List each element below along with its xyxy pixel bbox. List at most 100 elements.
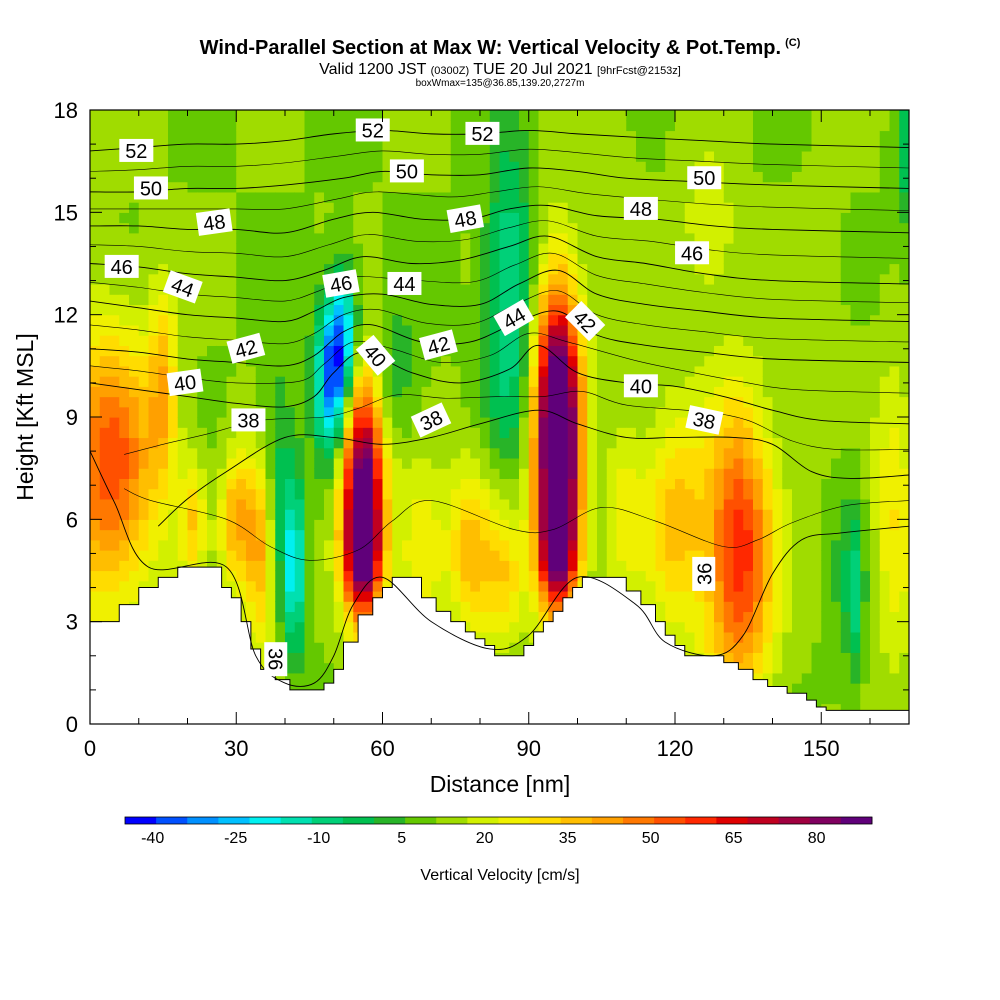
velocity-cell: [255, 488, 267, 500]
velocity-cell: [597, 498, 608, 510]
velocity-cell: [353, 539, 364, 551]
velocity-cell: [850, 631, 861, 643]
velocity-cell: [665, 611, 676, 623]
velocity-cell: [879, 539, 891, 551]
velocity-cell: [294, 304, 306, 316]
velocity-cell: [558, 191, 569, 203]
velocity-cell: [714, 253, 725, 265]
velocity-cell: [372, 171, 384, 183]
velocity-cell: [324, 253, 335, 265]
velocity-cell: [363, 570, 374, 582]
velocity-cell: [216, 273, 228, 285]
velocity-cell: [255, 150, 267, 162]
velocity-cell: [811, 120, 822, 132]
velocity-cell: [294, 631, 306, 643]
velocity-cell: [645, 324, 657, 336]
velocity-cell: [216, 519, 228, 531]
velocity-cell: [558, 120, 569, 132]
velocity-cell: [236, 243, 247, 254]
velocity-cell: [353, 150, 364, 162]
velocity-cell: [606, 478, 618, 490]
velocity-cell: [402, 304, 413, 316]
velocity-cell: [382, 345, 393, 357]
velocity-cell: [772, 120, 783, 132]
velocity-cell: [694, 294, 705, 306]
velocity-cell: [772, 652, 783, 664]
velocity-cell: [480, 498, 491, 510]
velocity-cell: [714, 150, 725, 162]
velocity-cell: [587, 488, 598, 500]
velocity-cell: [294, 672, 306, 684]
velocity-cell: [840, 376, 852, 387]
velocity-cell: [285, 253, 296, 265]
velocity-cell: [275, 550, 286, 561]
velocity-cell: [177, 150, 189, 162]
velocity-cell: [792, 161, 803, 172]
velocity-cell: [509, 468, 520, 479]
velocity-cell: [216, 539, 228, 551]
velocity-cell: [285, 324, 296, 336]
velocity-cell: [694, 519, 705, 531]
velocity-cell: [626, 570, 637, 582]
velocity-cell: [402, 498, 413, 510]
velocity-cell: [528, 601, 540, 613]
velocity-cell: [831, 150, 842, 162]
velocity-cell: [519, 283, 530, 295]
velocity-cell: [177, 304, 189, 316]
velocity-cell: [246, 191, 257, 203]
velocity-cell: [431, 130, 442, 142]
velocity-cell: [704, 437, 715, 449]
velocity-cell: [509, 273, 520, 285]
velocity-cell: [109, 212, 120, 224]
velocity-cell: [528, 263, 540, 275]
velocity-cell: [519, 232, 530, 244]
velocity-cell: [558, 427, 569, 439]
velocity-cell: [138, 580, 150, 592]
velocity-cell: [528, 560, 540, 572]
velocity-cell: [392, 324, 403, 336]
velocity-cell: [587, 202, 598, 213]
velocity-cell: [889, 171, 900, 183]
velocity-cell: [324, 345, 335, 357]
velocity-cell: [499, 611, 510, 623]
velocity-cell: [616, 324, 627, 336]
velocity-cell: [314, 222, 325, 234]
velocity-cell: [275, 539, 286, 551]
velocity-cell: [187, 406, 198, 418]
velocity-cell: [207, 365, 218, 377]
velocity-cell: [431, 396, 442, 408]
velocity-cell: [831, 345, 842, 357]
velocity-cell: [304, 263, 315, 275]
velocity-cell: [265, 140, 276, 152]
velocity-cell: [567, 457, 579, 469]
velocity-cell: [528, 396, 540, 408]
velocity-cell: [382, 539, 393, 551]
velocity-cell: [645, 539, 657, 551]
velocity-cell: [138, 386, 150, 398]
velocity-cell: [626, 457, 637, 469]
velocity-cell: [577, 110, 588, 121]
velocity-cell: [840, 406, 852, 418]
velocity-cell: [460, 161, 471, 172]
velocity-cell: [216, 283, 228, 295]
velocity-cell: [129, 509, 140, 520]
velocity-cell: [285, 488, 296, 500]
velocity-cell: [148, 243, 159, 254]
velocity-cell: [548, 376, 559, 387]
velocity-cell: [168, 437, 179, 449]
velocity-cell: [246, 294, 257, 306]
velocity-cell: [99, 202, 111, 213]
velocity-cell: [792, 263, 803, 275]
velocity-cell: [372, 427, 384, 439]
velocity-cell: [480, 202, 491, 213]
velocity-cell: [577, 150, 588, 162]
velocity-cell: [275, 386, 286, 398]
velocity-cell: [558, 110, 569, 121]
velocity-cell: [636, 283, 647, 295]
velocity-cell: [782, 304, 793, 316]
velocity-cell: [684, 376, 696, 387]
velocity-cell: [255, 580, 267, 592]
velocity-cell: [538, 376, 549, 387]
velocity-cell: [216, 550, 228, 561]
velocity-cell: [411, 376, 423, 387]
